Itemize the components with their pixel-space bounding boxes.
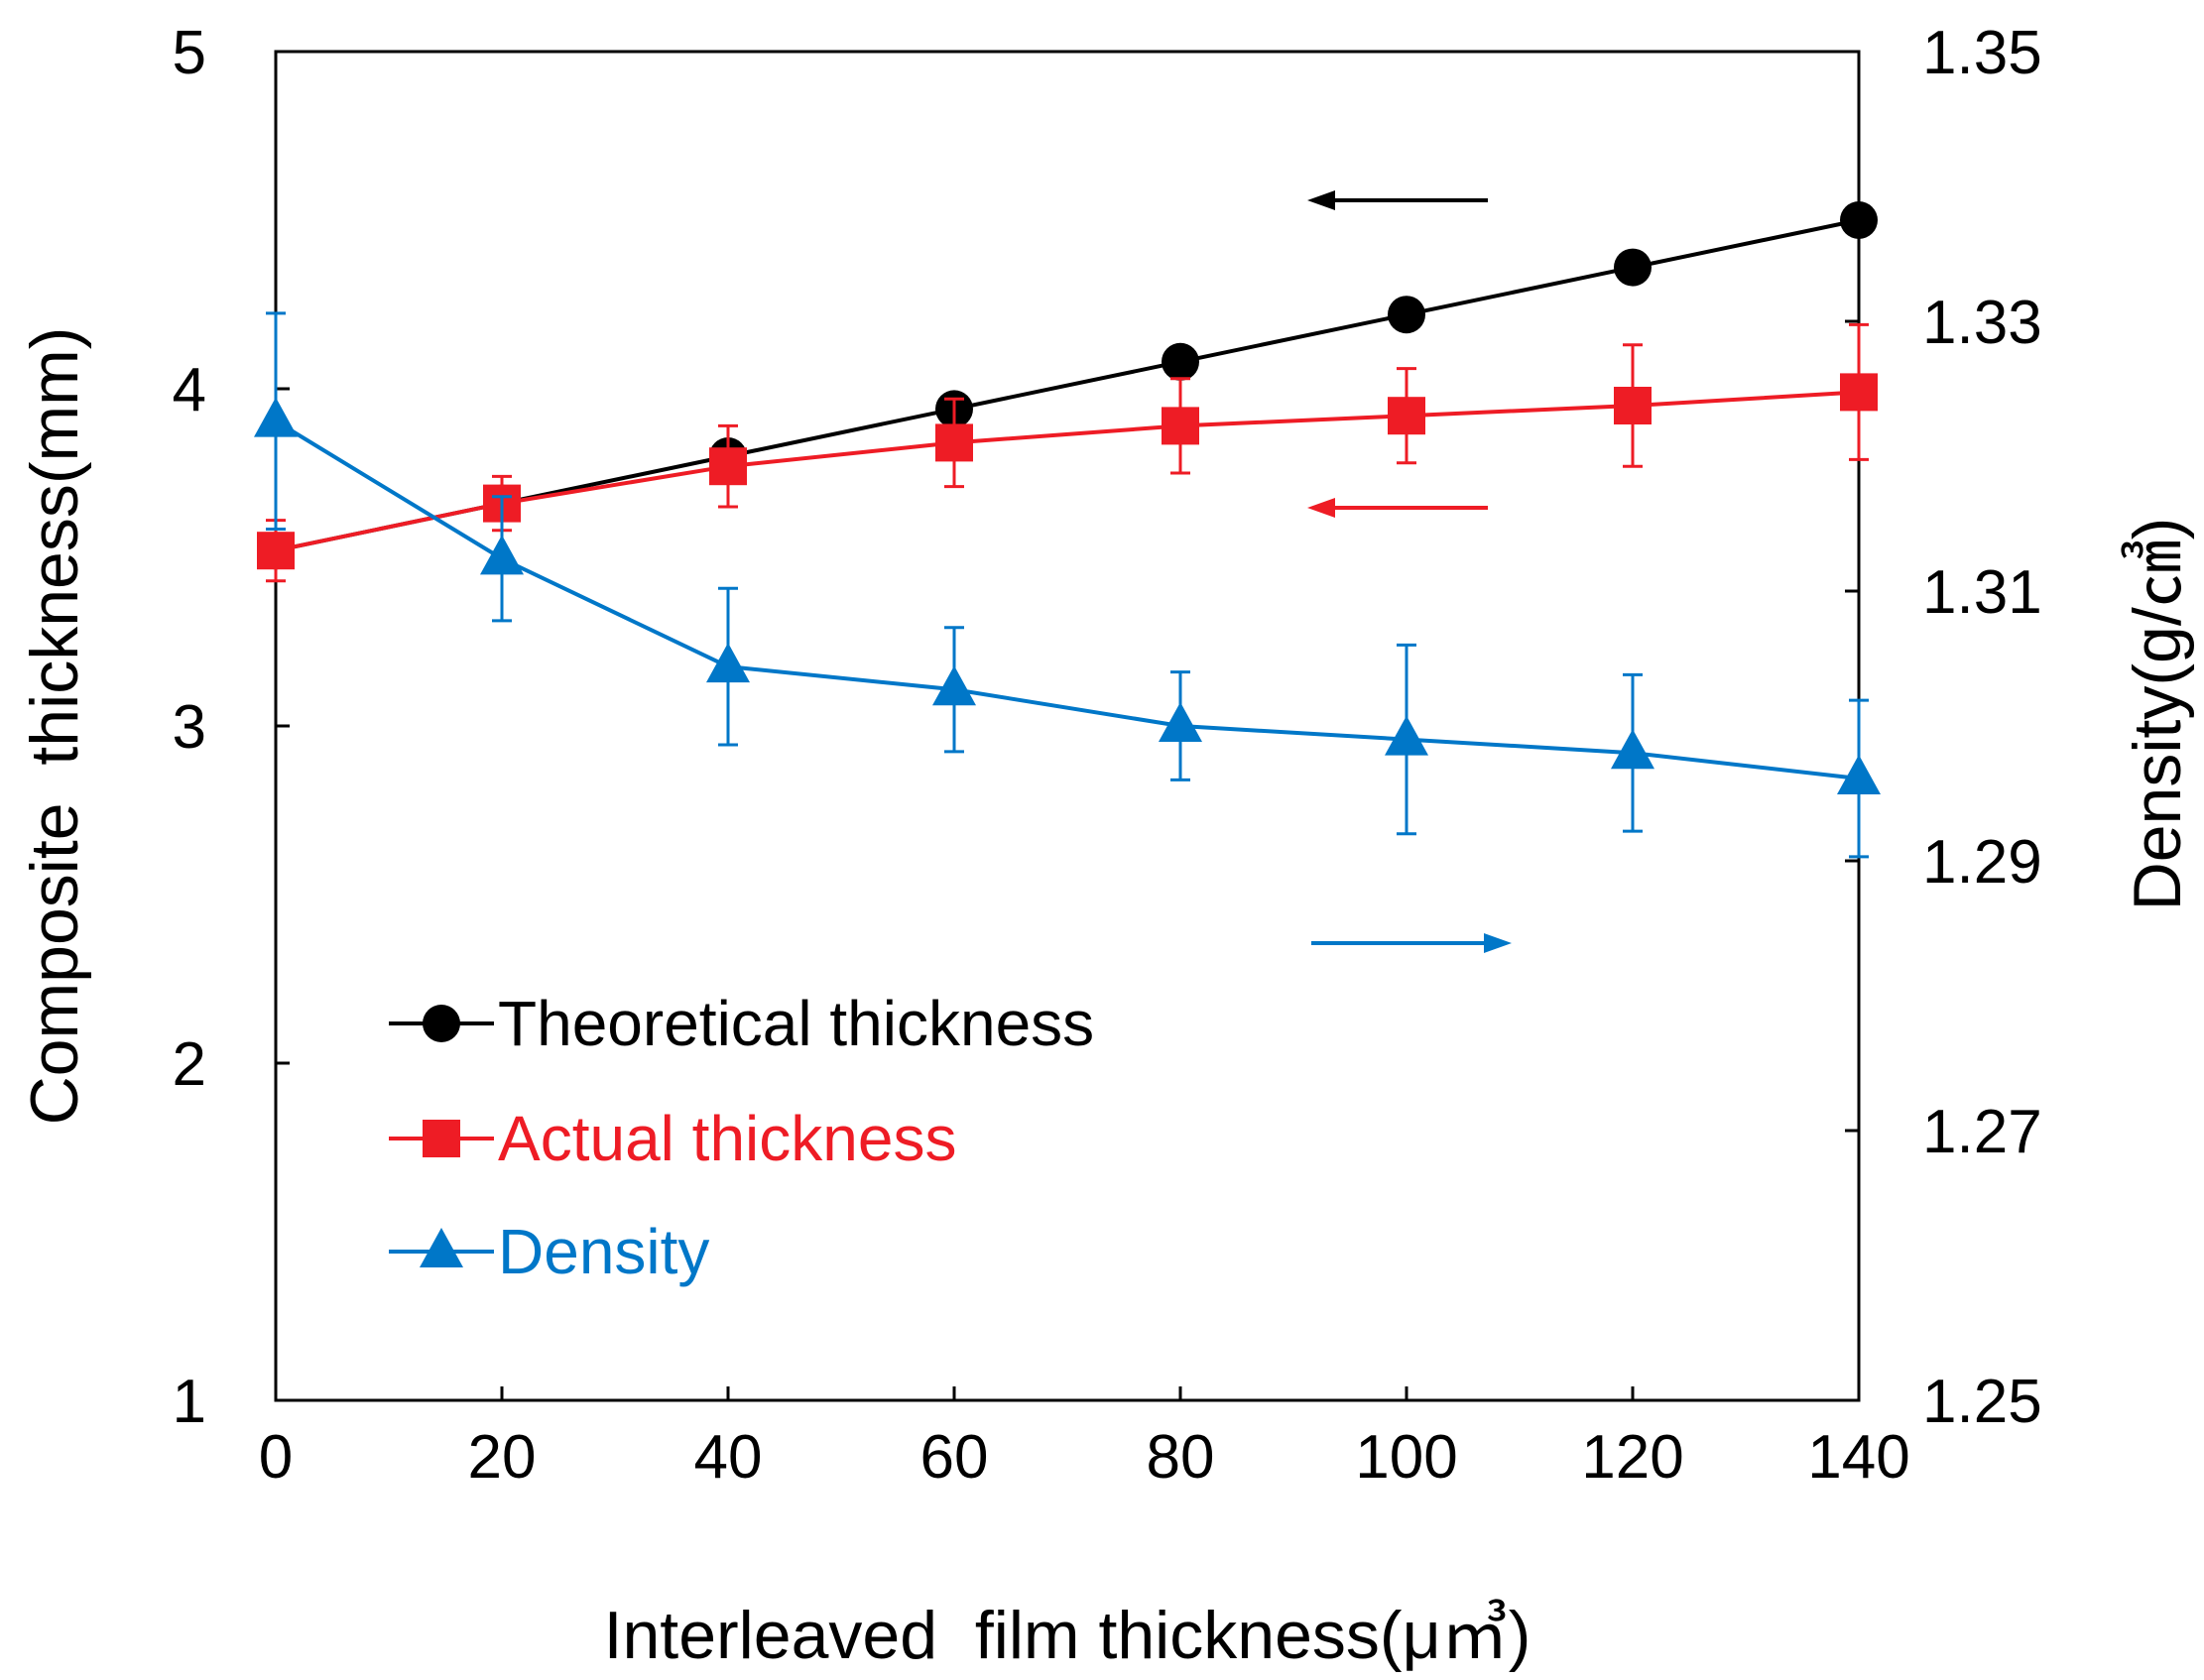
data-point (257, 532, 295, 570)
arrow-actual-axis (1307, 498, 1488, 518)
data-point (480, 535, 524, 575)
annotation-arrows (1307, 190, 1512, 953)
data-point (1388, 296, 1425, 334)
data-point (709, 447, 747, 486)
data-point (932, 665, 976, 706)
y2-tick-label: 1.35 (1922, 19, 2042, 87)
y2-tick-label: 1.27 (1922, 1098, 2042, 1166)
x-tick-label: 140 (1807, 1423, 1909, 1492)
legend-label: Density (498, 1216, 709, 1287)
data-point (1162, 407, 1199, 445)
y-tick-label: 2 (173, 1030, 206, 1099)
x-tick-label: 0 (259, 1423, 293, 1492)
series-actual-thickness (257, 322, 1878, 583)
legend-item: Actual thickness (389, 1103, 956, 1174)
legend-item: Theoretical thickness (389, 988, 1094, 1059)
y2-tick-label: 1.29 (1922, 828, 2042, 897)
legend-marker (420, 1228, 463, 1267)
y-tick-label: 4 (173, 356, 206, 424)
series-density (254, 311, 1881, 859)
data-point (706, 643, 750, 683)
data-point (1159, 702, 1202, 742)
x-tick-label: 80 (1147, 1423, 1215, 1492)
y-axis-right: 1.25 1.27 1.29 1.31 1.33 1.35 (1845, 19, 2042, 1436)
data-point (1385, 715, 1428, 756)
legend-label: Theoretical thickness (498, 988, 1094, 1059)
data-point (1840, 373, 1878, 412)
data-point (254, 397, 298, 437)
data-point (1614, 248, 1652, 287)
y-axis-left-title: Composite thickness(mm) (17, 327, 92, 1126)
y2-tick-label: 1.25 (1922, 1368, 2042, 1436)
series-line (274, 419, 1860, 781)
arrow-theoretical-axis (1307, 190, 1488, 210)
data-point (1837, 755, 1881, 795)
legend-marker (423, 1005, 460, 1042)
x-tick-label: 20 (468, 1423, 537, 1492)
arrow-density-axis (1311, 933, 1512, 953)
legend-marker (423, 1120, 460, 1157)
x-tick-label: 100 (1355, 1423, 1457, 1492)
y-axis-left: 1 2 3 4 5 (173, 19, 290, 1436)
data-point (935, 423, 973, 462)
data-point (1162, 342, 1199, 381)
legend-label: Actual thickness (498, 1103, 956, 1174)
y-tick-label: 1 (173, 1368, 206, 1436)
y2-tick-label: 1.33 (1922, 289, 2042, 357)
y-tick-label: 3 (173, 693, 206, 762)
series-line (275, 390, 1860, 553)
data-point (1614, 387, 1652, 424)
y-tick-label: 5 (173, 19, 206, 87)
data-point (1611, 729, 1654, 770)
x-tick-label: 40 (694, 1423, 763, 1492)
y-axis-right-title: Density(g/㎤) (2120, 518, 2195, 911)
legend-item: Density (389, 1216, 709, 1287)
data-point (1388, 397, 1425, 435)
series-layer (254, 201, 1881, 859)
legend: Theoretical thickness Actual thickness Den… (389, 988, 1094, 1287)
x-tick-label: 120 (1581, 1423, 1683, 1492)
x-axis-title: Interleaved film thickness(μ㎥) (604, 1598, 1531, 1673)
data-point (1840, 201, 1878, 239)
x-axis: 0 20 40 60 80 100 120 140 (259, 1386, 1910, 1492)
y2-tick-label: 1.31 (1922, 558, 2042, 627)
x-tick-label: 60 (920, 1423, 989, 1492)
